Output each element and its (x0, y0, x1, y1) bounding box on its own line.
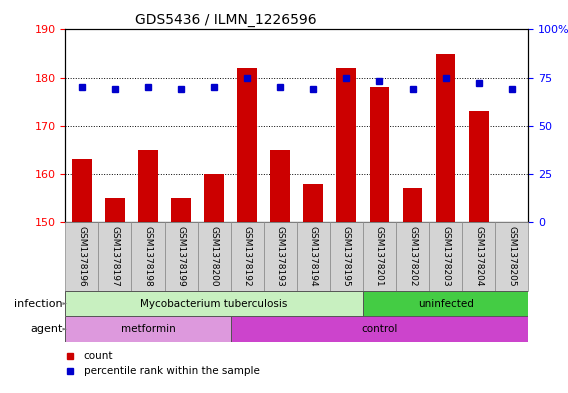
Text: infection: infection (14, 299, 62, 309)
Text: GDS5436 / ILMN_1226596: GDS5436 / ILMN_1226596 (135, 13, 316, 27)
Bar (436, 53, 456, 222)
Bar (231, 316, 528, 342)
Bar (396, 222, 429, 291)
Text: GSM1378192: GSM1378192 (243, 226, 252, 287)
Text: GSM1378205: GSM1378205 (507, 226, 516, 287)
Bar (363, 222, 396, 291)
Bar (462, 222, 495, 291)
Bar (336, 68, 356, 222)
Bar (303, 184, 323, 222)
Text: GSM1378194: GSM1378194 (309, 226, 318, 287)
Bar (72, 160, 92, 222)
Bar (204, 174, 224, 222)
Text: GSM1378203: GSM1378203 (441, 226, 450, 287)
Bar (138, 150, 158, 222)
Text: agent: agent (30, 324, 62, 334)
Bar (403, 188, 423, 222)
Bar (264, 222, 297, 291)
Bar (495, 222, 528, 291)
Text: count: count (84, 351, 114, 361)
Bar (105, 198, 125, 222)
Bar (98, 222, 131, 291)
Bar (198, 222, 231, 291)
Bar (270, 150, 290, 222)
Bar (65, 316, 231, 342)
Text: GSM1378204: GSM1378204 (474, 226, 483, 286)
Bar (363, 291, 528, 316)
Text: Mycobacterium tuberculosis: Mycobacterium tuberculosis (140, 299, 288, 309)
Text: GSM1378201: GSM1378201 (375, 226, 384, 287)
Text: GSM1378193: GSM1378193 (275, 226, 285, 287)
Bar (165, 222, 198, 291)
Bar (131, 222, 165, 291)
Text: GSM1378195: GSM1378195 (342, 226, 351, 287)
Bar (330, 222, 363, 291)
Text: GSM1378202: GSM1378202 (408, 226, 417, 286)
Text: GSM1378196: GSM1378196 (77, 226, 86, 287)
Bar (469, 111, 488, 222)
Bar (429, 222, 462, 291)
Text: GSM1378199: GSM1378199 (177, 226, 186, 287)
Text: percentile rank within the sample: percentile rank within the sample (84, 366, 260, 376)
Bar (370, 87, 390, 222)
Text: uninfected: uninfected (417, 299, 474, 309)
Text: control: control (361, 324, 398, 334)
Text: metformin: metformin (120, 324, 176, 334)
Bar (171, 198, 191, 222)
Text: GSM1378197: GSM1378197 (110, 226, 119, 287)
Bar (231, 222, 264, 291)
Bar (65, 222, 98, 291)
Bar (296, 222, 330, 291)
Text: GSM1378200: GSM1378200 (210, 226, 219, 287)
Bar (237, 68, 257, 222)
Text: GSM1378198: GSM1378198 (144, 226, 152, 287)
Bar (65, 291, 363, 316)
